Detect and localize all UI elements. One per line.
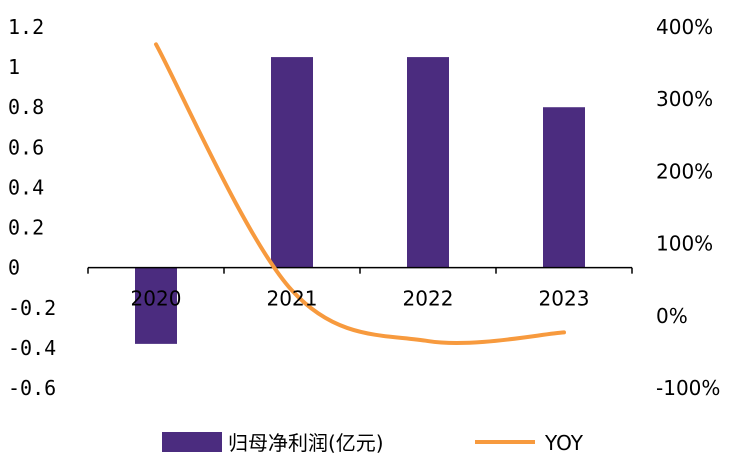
right-tick-label: -100% xyxy=(656,376,720,400)
left-tick-label: 1 xyxy=(8,55,20,79)
right-tick-label: 100% xyxy=(656,232,713,256)
left-tick-label: 0.2 xyxy=(8,216,44,240)
x-axis xyxy=(87,266,633,274)
left-axis-ticks: 1.2 1 0.8 0.6 0.4 0.2 0 -0.2 -0.4 -0.6 xyxy=(8,15,56,400)
left-tick-label: -0.2 xyxy=(8,296,56,320)
right-tick-label: 300% xyxy=(656,87,713,111)
left-tick-label: 0.8 xyxy=(8,95,44,119)
left-tick-label: -0.4 xyxy=(8,336,56,360)
left-tick-label: 1.2 xyxy=(8,15,44,39)
left-tick-label: 0.6 xyxy=(8,135,44,159)
legend-bar-label: 归母净利润(亿元) xyxy=(228,431,384,455)
yoy-line-series xyxy=(154,42,566,345)
bar-series xyxy=(135,57,585,344)
left-tick-label: -0.6 xyxy=(8,376,56,400)
right-tick-label: 0% xyxy=(656,304,688,328)
category-label-2020: 2020 xyxy=(131,287,182,311)
legend: 归母净利润(亿元) YOY xyxy=(162,431,584,455)
category-labels: 2020 2021 2022 2023 xyxy=(131,287,590,311)
legend-line-label: YOY xyxy=(544,431,584,455)
bar-2023 xyxy=(543,107,585,268)
bar-2021 xyxy=(271,57,313,268)
category-label-2022: 2022 xyxy=(403,287,454,311)
legend-bar-swatch xyxy=(162,432,222,452)
right-axis-ticks: 400% 300% 200% 100% 0% -100% xyxy=(656,15,720,400)
right-tick-label: 200% xyxy=(656,159,713,183)
right-tick-label: 400% xyxy=(656,15,713,39)
left-tick-label: 0.4 xyxy=(8,175,44,199)
bar-2022 xyxy=(407,57,449,268)
yoy-line xyxy=(154,42,566,345)
category-label-2023: 2023 xyxy=(539,287,590,311)
category-label-2021: 2021 xyxy=(267,287,318,311)
bar-2020 xyxy=(135,267,177,344)
left-tick-label: 0 xyxy=(8,256,20,280)
